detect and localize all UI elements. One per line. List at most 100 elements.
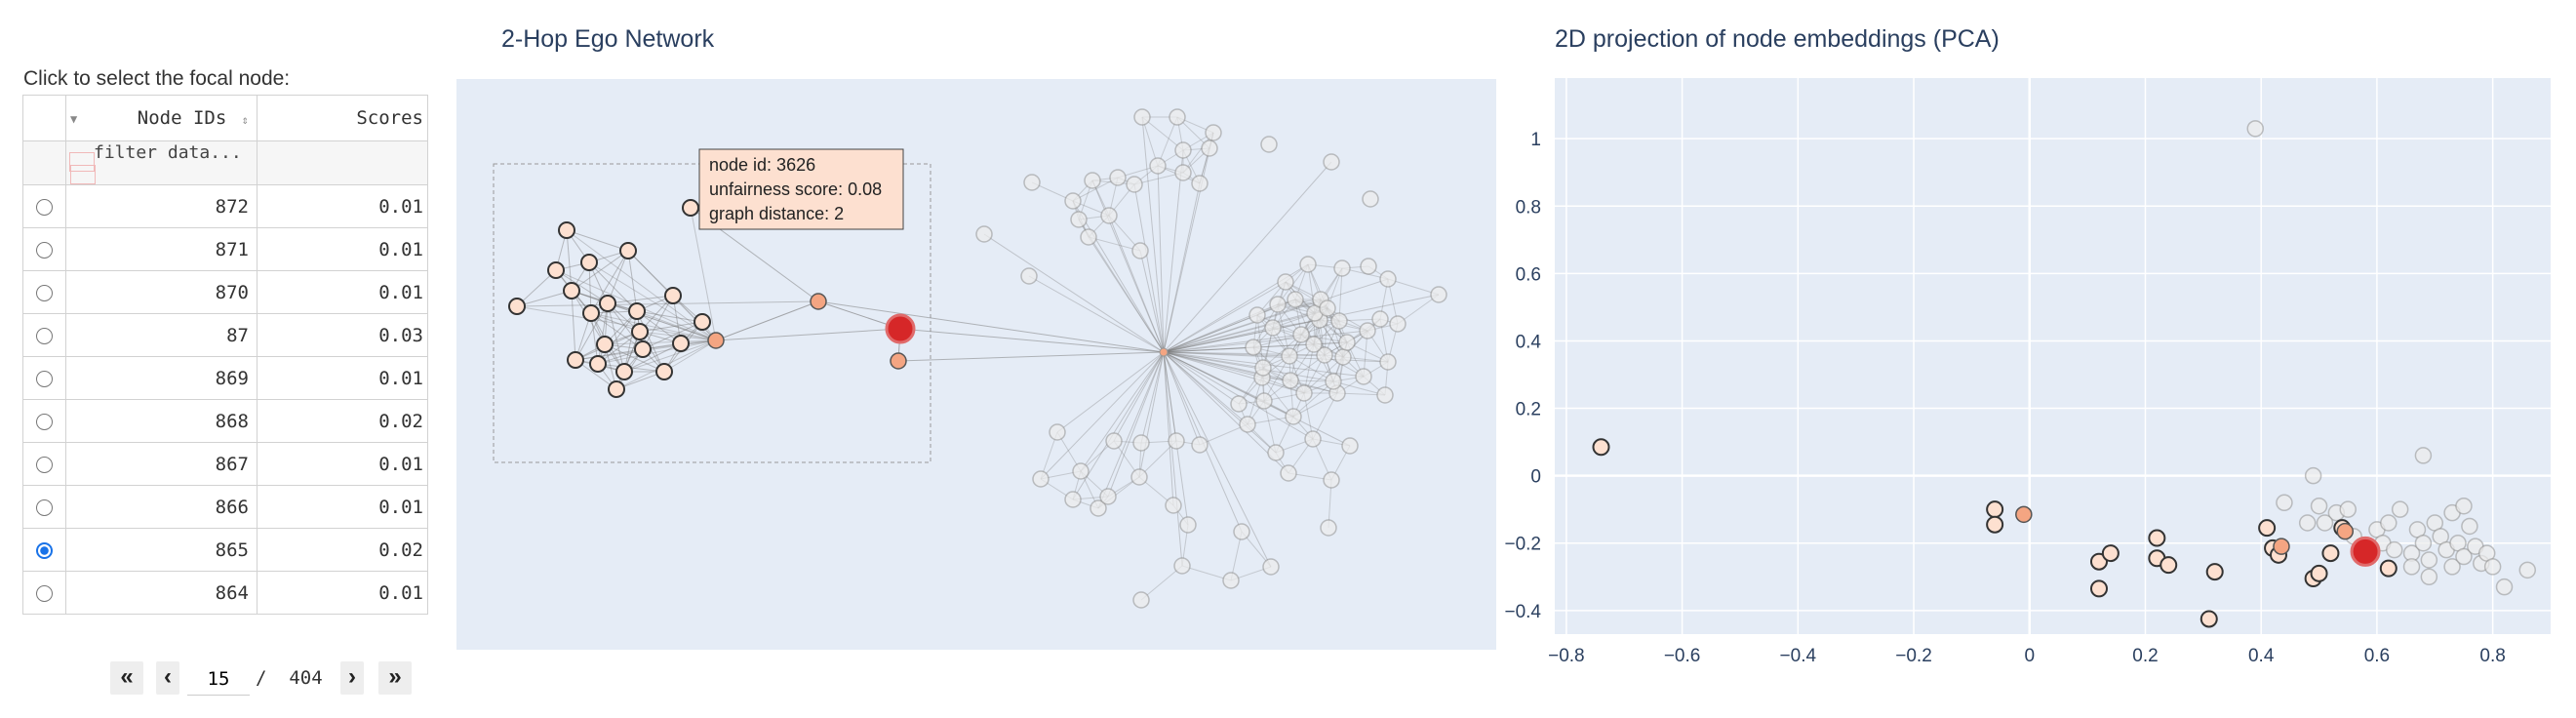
network-node-faded[interactable] (1319, 299, 1336, 317)
table-row[interactable]: 864 0.01 (22, 571, 428, 615)
network-node-faded[interactable] (1280, 464, 1297, 482)
filter-case-toggle[interactable] (69, 152, 95, 172)
node-id-cell[interactable]: 864 (65, 571, 258, 615)
network-node-faded[interactable] (1255, 392, 1273, 410)
network-node-faded[interactable] (1379, 270, 1397, 288)
pca-point-faded[interactable] (2385, 540, 2403, 559)
network-node-faded[interactable] (1070, 211, 1088, 228)
network-node-hop2[interactable] (567, 351, 584, 369)
network-node-hop2[interactable] (682, 199, 699, 217)
network-node-faded[interactable] (1191, 436, 1209, 454)
pca-point-faded[interactable] (2455, 547, 2473, 566)
row-select-cell[interactable] (22, 313, 66, 357)
network-node-faded[interactable] (1090, 499, 1107, 517)
network-node-faded[interactable] (1292, 326, 1310, 343)
row-select-cell[interactable] (22, 270, 66, 314)
pca-point-faded[interactable] (2443, 558, 2461, 576)
network-node-faded[interactable] (1239, 416, 1256, 433)
row-select-cell[interactable] (22, 528, 66, 572)
table-row[interactable]: 866 0.01 (22, 485, 428, 529)
network-node-faded[interactable] (1304, 430, 1322, 448)
node-id-cell[interactable]: 869 (65, 356, 258, 400)
network-node-faded[interactable] (1287, 291, 1304, 308)
network-node-hop2[interactable] (608, 380, 625, 398)
network-node-hop2[interactable] (619, 242, 637, 259)
network-node-faded[interactable] (1023, 174, 1041, 191)
ego-network-plot[interactable]: node id: 3626 unfairness score: 0.08 gra… (456, 79, 1496, 650)
network-node-faded[interactable] (1109, 169, 1127, 186)
pca-plot-area[interactable]: −0.8 −0.6 −0.4 −0.2 0 0.2 0.4 0.6 0.8 −0.4 −0.2 0 0.… (1504, 78, 2551, 666)
network-node-faded[interactable] (1105, 432, 1123, 450)
network-node-faded[interactable] (1269, 296, 1287, 313)
network-hub-node[interactable] (1159, 347, 1169, 357)
row-select-cell[interactable] (22, 571, 66, 615)
network-node-faded[interactable] (1248, 306, 1266, 324)
network-node-faded[interactable] (1131, 242, 1149, 259)
network-nodes[interactable] (508, 108, 1447, 609)
pca-point-faded[interactable] (2495, 578, 2514, 596)
score-cell[interactable]: 0.01 (257, 184, 428, 228)
network-node-hop1[interactable] (707, 332, 725, 349)
pca-scatter-plot[interactable]: −0.8 −0.6 −0.4 −0.2 0 0.2 0.4 0.6 0.8 −0.4 −0.2 0 0.… (1502, 68, 2575, 693)
pca-point-hop2[interactable] (2379, 559, 2398, 578)
pca-point-faded[interactable] (2391, 500, 2409, 518)
scores-filter[interactable] (257, 140, 428, 185)
score-cell[interactable]: 0.01 (257, 485, 428, 529)
pca-point-faded[interactable] (2420, 551, 2438, 569)
network-node-faded[interactable] (1072, 462, 1090, 480)
network-node-faded[interactable] (1341, 437, 1359, 455)
network-node-faded[interactable] (1299, 256, 1317, 273)
score-cell[interactable]: 0.01 (257, 442, 428, 486)
pca-point-hop2[interactable] (2200, 610, 2218, 628)
score-cell[interactable]: 0.01 (257, 227, 428, 271)
sort-toggle-icon[interactable]: ⇕ (241, 113, 249, 127)
row-select-cell[interactable] (22, 442, 66, 486)
pca-point-hop2[interactable] (2101, 544, 2120, 563)
network-node-hop2[interactable] (664, 287, 682, 304)
table-row[interactable]: 868 0.02 (22, 399, 428, 443)
pca-point-hop2[interactable] (2148, 529, 2166, 547)
row-select-cell[interactable] (22, 184, 66, 228)
network-node-faded[interactable] (1295, 384, 1313, 402)
pca-point-hop2[interactable] (2160, 556, 2178, 575)
pca-point-faded[interactable] (2483, 558, 2502, 576)
pca-point-faded[interactable] (2276, 494, 2293, 512)
node-id-cell[interactable]: 865 (65, 528, 258, 572)
network-node-faded[interactable] (1173, 557, 1191, 575)
row-radio[interactable] (36, 499, 53, 516)
node-id-cell[interactable]: 871 (65, 227, 258, 271)
network-node-faded[interactable] (1320, 519, 1337, 537)
network-node-faded[interactable] (1325, 373, 1342, 390)
network-node-hop1[interactable] (890, 352, 907, 370)
network-node-hop2[interactable] (596, 336, 614, 353)
pca-point-faded[interactable] (2518, 561, 2537, 579)
pca-point-faded[interactable] (2380, 514, 2398, 532)
network-node-faded[interactable] (1305, 336, 1323, 353)
network-node-faded[interactable] (1362, 190, 1379, 208)
network-node-hop2[interactable] (631, 323, 649, 340)
network-node-faded[interactable] (1254, 359, 1272, 377)
network-node-faded[interactable] (1267, 444, 1285, 461)
network-node-faded[interactable] (1316, 346, 1333, 364)
row-radio[interactable] (36, 284, 53, 301)
sort-desc-icon[interactable]: ▼ (70, 112, 78, 126)
pca-point-faded[interactable] (2402, 558, 2421, 576)
pca-point-faded[interactable] (2246, 120, 2265, 138)
network-node-faded[interactable] (1330, 312, 1348, 330)
network-node-faded[interactable] (1174, 164, 1192, 181)
pca-point-hop2[interactable] (2205, 563, 2224, 581)
network-node-hop2[interactable] (582, 304, 600, 322)
node-ids-header[interactable]: ▼ Node IDs ⇕ (65, 95, 258, 141)
pca-point-faded[interactable] (2339, 500, 2357, 518)
network-node-hop2[interactable] (547, 261, 565, 279)
pca-point-faded[interactable] (2461, 517, 2478, 536)
network-node-hop2[interactable] (558, 221, 575, 239)
node-ids-filter[interactable]: filter data... (65, 140, 258, 185)
network-node-faded[interactable] (1323, 471, 1340, 489)
network-node-faded[interactable] (1379, 353, 1397, 371)
table-row[interactable]: 87 0.03 (22, 313, 428, 357)
pca-point-hop2[interactable] (2258, 519, 2277, 538)
network-node-faded[interactable] (1132, 591, 1150, 609)
network-node-faded[interactable] (1430, 286, 1447, 303)
network-node-hop2[interactable] (615, 363, 633, 380)
